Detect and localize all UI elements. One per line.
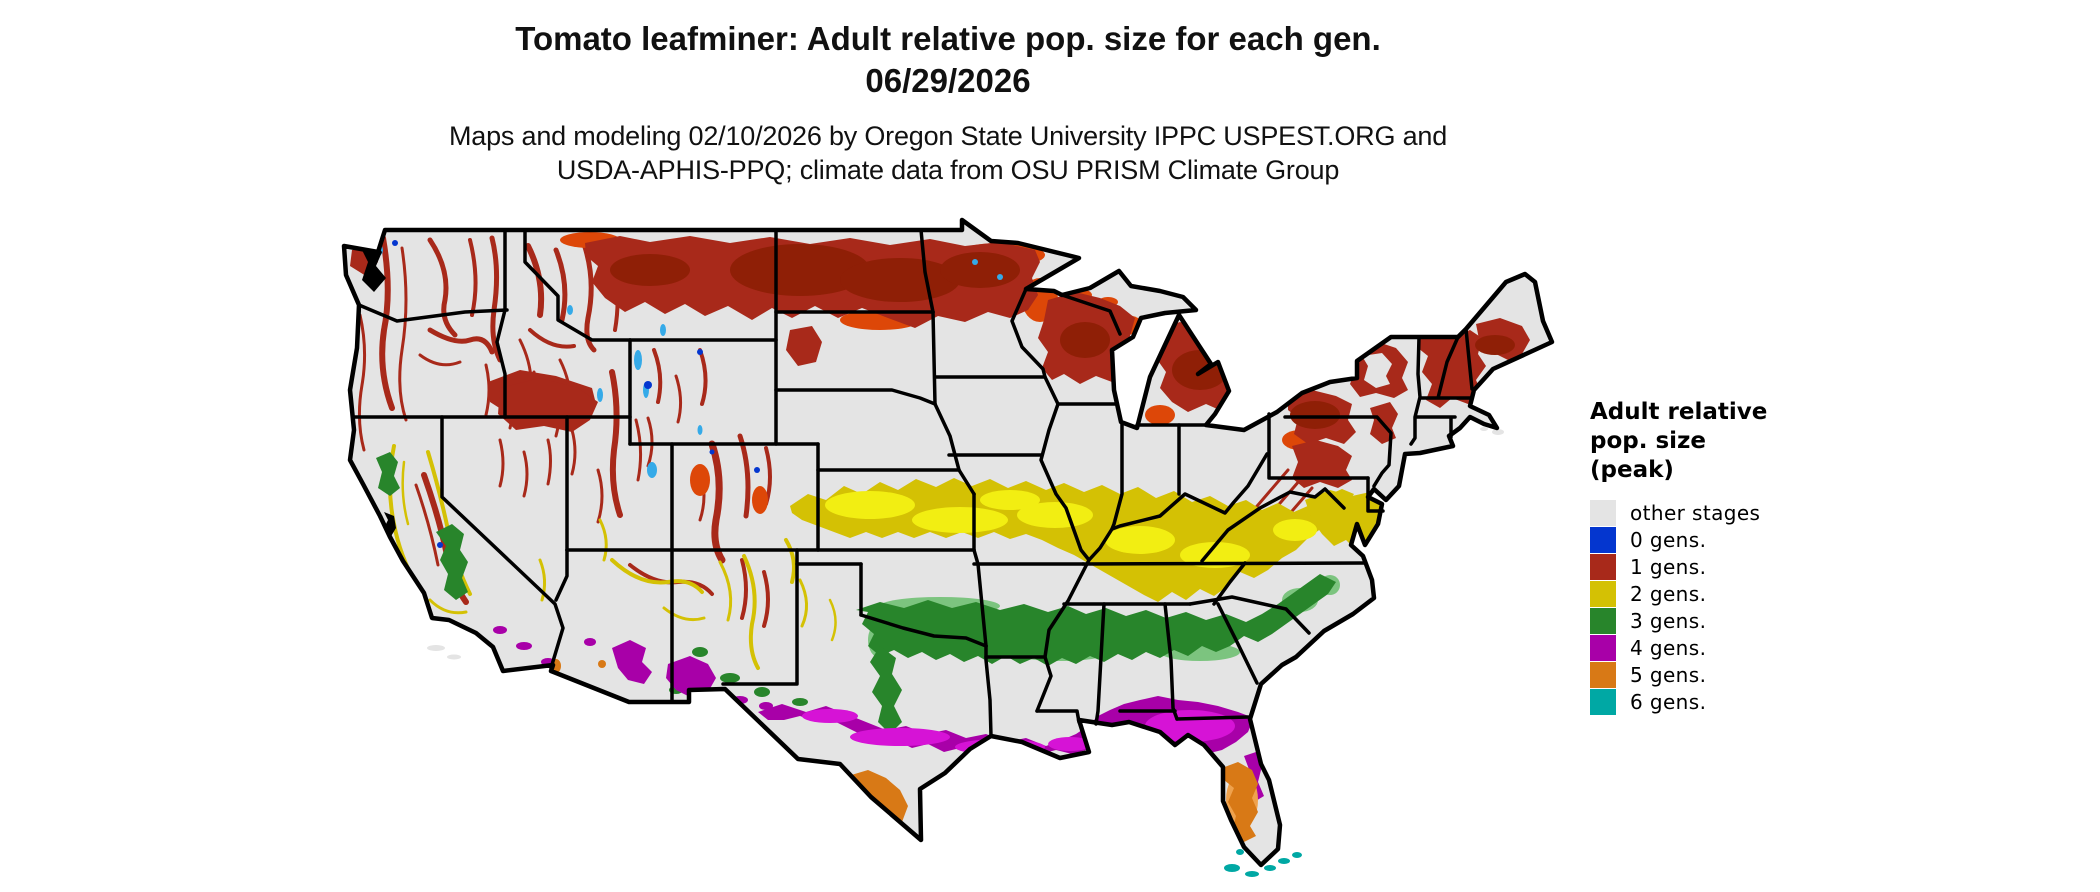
subtitle-line1: Maps and modeling 02/10/2026 by Oregon S… bbox=[448, 121, 1448, 151]
water-lakes bbox=[377, 245, 1003, 478]
layer-2gens-bright bbox=[825, 490, 1317, 568]
legend-item-2-gens: 2 gens. bbox=[1590, 580, 1950, 607]
legend-label: 4 gens. bbox=[1630, 635, 1707, 660]
legend-item-6-gens: 6 gens. bbox=[1590, 688, 1950, 715]
legend-label: 5 gens. bbox=[1630, 662, 1707, 687]
legend-swatch-1-gens bbox=[1590, 553, 1616, 580]
legend-label: 0 gens. bbox=[1630, 527, 1707, 552]
legend-label: 2 gens. bbox=[1630, 581, 1707, 606]
legend-title-line2: pop. size bbox=[1590, 428, 1707, 454]
legend-label: 6 gens. bbox=[1630, 689, 1707, 714]
layer-0gens bbox=[392, 240, 760, 548]
legend-swatch-6-gens bbox=[1590, 688, 1616, 715]
legend-swatch-3-gens bbox=[1590, 607, 1616, 634]
subtitle-line2: USDA-APHIS-PPQ; climate data from OSU PR… bbox=[556, 155, 1340, 185]
page-title: Tomato leafminer: Adult relative pop. si… bbox=[515, 20, 1381, 57]
legend-swatch-5-gens bbox=[1590, 661, 1616, 688]
legend-item-0-gens: 0 gens. bbox=[1590, 526, 1950, 553]
legend-item-4-gens: 4 gens. bbox=[1590, 634, 1950, 661]
legend: Adult relative pop. size (peak) other st… bbox=[1590, 398, 1950, 715]
legend-title-line3: (peak) bbox=[1590, 457, 1674, 483]
legend-item-1-gens: 1 gens. bbox=[1590, 553, 1950, 580]
legend-title: Adult relative pop. size (peak) bbox=[1590, 398, 1950, 485]
legend-swatch-2-gens bbox=[1590, 580, 1616, 607]
legend-item-5-gens: 5 gens. bbox=[1590, 661, 1950, 688]
layer-6gens bbox=[1224, 849, 1302, 877]
legend-swatch-4-gens bbox=[1590, 634, 1616, 661]
legend-label: 3 gens. bbox=[1630, 608, 1707, 633]
legend-title-line1: Adult relative bbox=[1590, 399, 1768, 425]
legend-item-3-gens: 3 gens. bbox=[1590, 607, 1950, 634]
state-borders bbox=[352, 228, 1474, 738]
legend-item-other-stages: other stages bbox=[1590, 499, 1950, 526]
legend-label: other stages bbox=[1630, 500, 1761, 525]
offshore-islands bbox=[427, 427, 1504, 660]
map-date: 06/29/2026 bbox=[865, 62, 1031, 99]
legend-label: 1 gens. bbox=[1630, 554, 1707, 579]
legend-swatch-other-stages bbox=[1590, 499, 1616, 526]
legend-swatch-0-gens bbox=[1590, 526, 1616, 553]
